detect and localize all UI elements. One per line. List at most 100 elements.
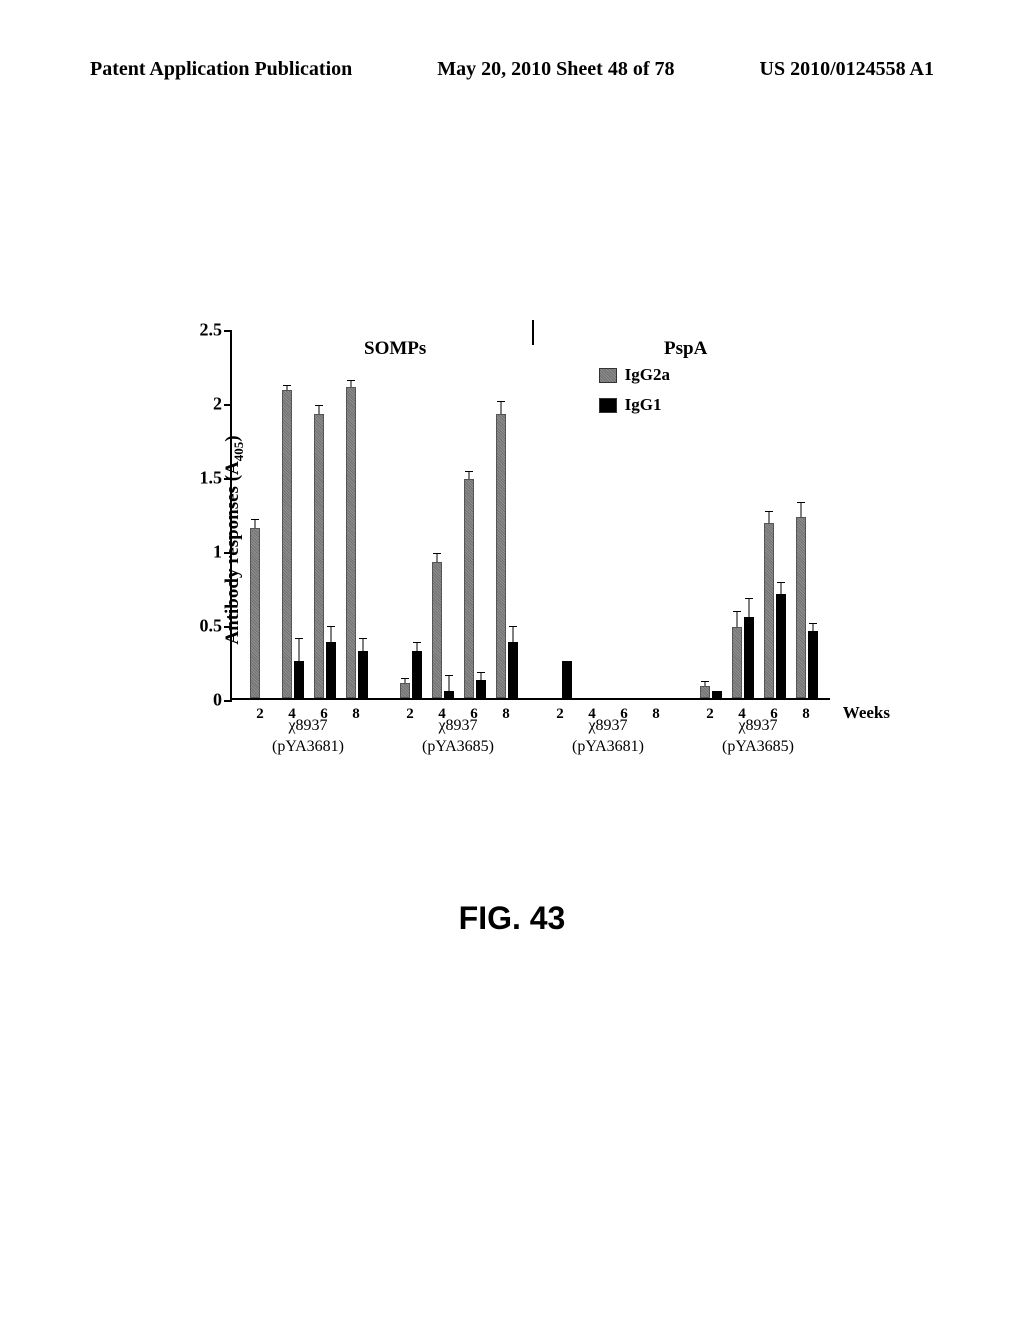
error-bar xyxy=(287,386,288,390)
panel-divider xyxy=(532,320,534,345)
figure-caption: FIG. 43 xyxy=(0,900,1024,937)
error-cap xyxy=(797,502,805,503)
y-tick-label: 0.5 xyxy=(197,616,222,637)
bar-igg2a xyxy=(764,523,774,698)
y-tick-label: 2 xyxy=(197,394,222,415)
panel-label-pspa: PspA xyxy=(664,338,707,360)
bar-igg2a xyxy=(282,390,292,698)
error-bar xyxy=(437,554,438,561)
bar-igg1 xyxy=(476,680,486,698)
error-cap xyxy=(733,611,741,612)
error-cap xyxy=(509,626,517,627)
x-group-label: χ8937(pYA3681) xyxy=(572,716,644,758)
legend-label: IgG1 xyxy=(625,395,662,415)
error-bar xyxy=(705,682,706,686)
x-tick-label: 2 xyxy=(556,706,564,723)
y-tick xyxy=(224,626,232,628)
y-tick xyxy=(224,552,232,554)
error-bar xyxy=(469,472,470,479)
error-bar xyxy=(363,639,364,651)
x-tick-label: 8 xyxy=(802,706,810,723)
x-group-label: χ8937(pYA3681) xyxy=(272,716,344,758)
error-cap xyxy=(497,401,505,402)
error-cap xyxy=(433,553,441,554)
y-tick xyxy=(224,330,232,332)
error-cap xyxy=(465,471,473,472)
error-bar xyxy=(255,520,256,527)
error-cap xyxy=(283,385,291,386)
bar-igg1 xyxy=(744,617,754,698)
page-header: Patent Application Publication May 20, 2… xyxy=(0,58,1024,81)
error-bar xyxy=(481,673,482,680)
legend-swatch xyxy=(599,398,617,413)
bar-igg1 xyxy=(358,651,368,698)
legend-item: IgG2a xyxy=(599,365,670,385)
error-bar xyxy=(405,679,406,683)
error-cap xyxy=(295,638,303,639)
error-bar xyxy=(417,643,418,650)
bar-igg1 xyxy=(412,651,422,698)
error-cap xyxy=(359,638,367,639)
plot-area: 00.511.522.5SOMPsPspAIgG2aIgG12468χ8937(… xyxy=(230,330,830,700)
legend-swatch xyxy=(599,368,617,383)
legend-label: IgG2a xyxy=(625,365,670,385)
error-bar xyxy=(501,402,502,414)
error-bar xyxy=(749,599,750,617)
error-cap xyxy=(327,626,335,627)
legend: IgG2a IgG1 xyxy=(599,365,670,425)
y-tick xyxy=(224,404,232,406)
bar-igg2a xyxy=(314,414,324,698)
error-cap xyxy=(315,405,323,406)
error-cap xyxy=(413,642,421,643)
bar-igg2a xyxy=(700,686,710,698)
error-cap xyxy=(809,623,817,624)
header-right: US 2010/0124558 A1 xyxy=(760,58,934,81)
error-bar xyxy=(781,583,782,595)
error-cap xyxy=(347,380,355,381)
error-cap xyxy=(765,511,773,512)
y-tick xyxy=(224,700,232,702)
error-bar xyxy=(513,627,514,642)
error-bar xyxy=(319,406,320,413)
error-bar xyxy=(449,676,450,691)
bar-igg2a xyxy=(250,528,260,698)
x-tick-label: 8 xyxy=(502,706,510,723)
bar-igg1 xyxy=(776,594,786,698)
bar-igg2a xyxy=(496,414,506,698)
x-group-label: χ8937(pYA3685) xyxy=(422,716,494,758)
error-cap xyxy=(251,519,259,520)
bar-igg2a xyxy=(732,627,742,698)
bar-chart: Antibody responses (A405) 00.511.522.5SO… xyxy=(180,330,850,750)
error-bar xyxy=(737,612,738,627)
y-tick xyxy=(224,478,232,480)
bar-igg2a xyxy=(432,562,442,698)
y-tick-label: 0 xyxy=(197,690,222,711)
bar-igg1 xyxy=(444,691,454,698)
error-bar xyxy=(813,624,814,631)
x-group-label: χ8937(pYA3685) xyxy=(722,716,794,758)
bar-igg1 xyxy=(508,642,518,698)
legend-item: IgG1 xyxy=(599,395,670,415)
error-cap xyxy=(701,681,709,682)
bar-igg2a xyxy=(346,387,356,698)
bar-igg2a xyxy=(464,479,474,698)
header-left: Patent Application Publication xyxy=(90,58,352,81)
x-axis-label: Weeks xyxy=(843,703,890,723)
x-tick-label: 2 xyxy=(706,706,714,723)
bar-igg2a xyxy=(796,517,806,698)
header-center: May 20, 2010 Sheet 48 of 78 xyxy=(437,58,674,81)
y-tick-label: 2.5 xyxy=(197,320,222,341)
error-cap xyxy=(777,582,785,583)
bar-igg1 xyxy=(294,661,304,698)
bar-igg2a xyxy=(400,683,410,698)
error-bar xyxy=(769,512,770,524)
bar-igg1 xyxy=(808,631,818,698)
x-tick-label: 2 xyxy=(406,706,414,723)
bar-igg1 xyxy=(712,691,722,698)
bar-igg1 xyxy=(326,642,336,698)
error-bar xyxy=(299,639,300,661)
error-bar xyxy=(331,627,332,642)
error-cap xyxy=(445,675,453,676)
x-tick-label: 8 xyxy=(352,706,360,723)
error-cap xyxy=(745,598,753,599)
